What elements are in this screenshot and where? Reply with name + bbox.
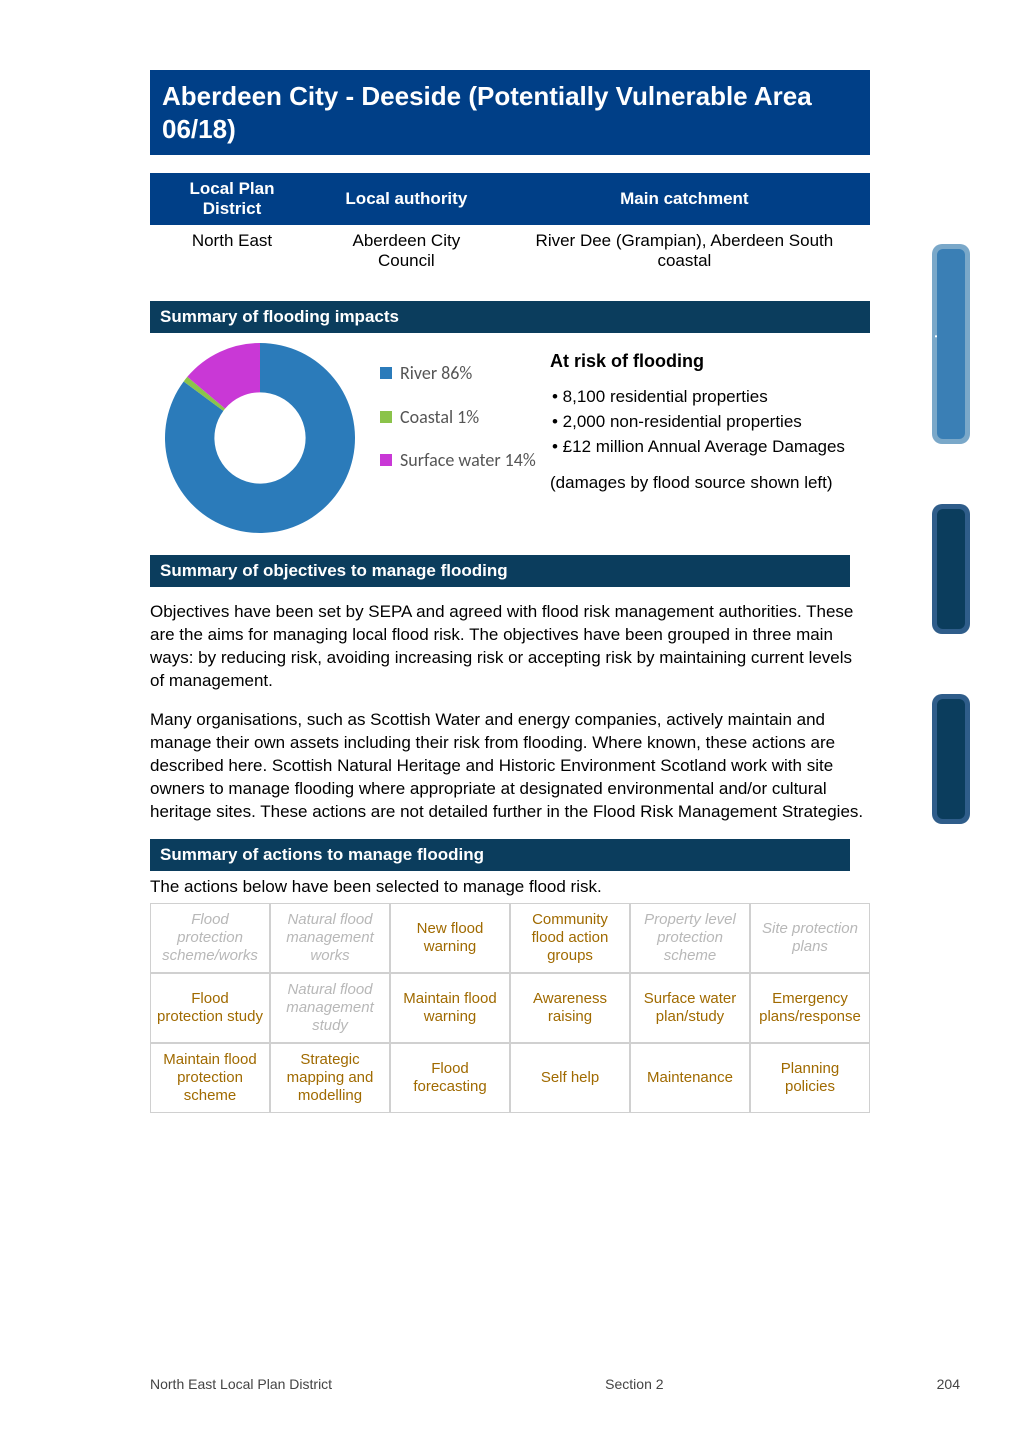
action-cell: Flood protection scheme/works <box>150 903 270 973</box>
donut-chart <box>150 343 370 533</box>
action-cell: Maintain flood warning <box>390 973 510 1043</box>
risk-list: • 8,100 residential properties• 2,000 no… <box>550 386 850 459</box>
action-cell: Natural flood management study <box>270 973 390 1043</box>
action-cell: Flood protection study <box>150 973 270 1043</box>
legend-swatch <box>380 367 392 379</box>
tab-summary-impacts[interactable]: Summary of flooding impacts <box>932 244 970 444</box>
action-cell: Maintain flood protection scheme <box>150 1043 270 1113</box>
risk-item: • 8,100 residential properties <box>550 386 850 409</box>
page-title: Aberdeen City - Deeside (Potentially Vul… <box>150 70 870 155</box>
objectives-para1: Objectives have been set by SEPA and agr… <box>150 601 870 693</box>
action-cell: Natural flood management works <box>270 903 390 973</box>
td-lpd: North East <box>150 225 314 277</box>
action-cell: Site protection plans <box>750 903 870 973</box>
risk-item: • 2,000 non-residential properties <box>550 411 850 434</box>
legend-swatch <box>380 411 392 423</box>
footer-center: Section 2 <box>605 1376 663 1392</box>
th-lpd: Local Plan District <box>150 173 314 225</box>
risk-item: • £12 million Annual Average Damages <box>550 436 850 459</box>
tab-objectives[interactable]: Objectives <box>932 504 970 634</box>
tab-actions[interactable]: Actions <box>932 694 970 824</box>
legend-swatch <box>380 454 392 466</box>
table-row: Flood protection studyNatural flood mana… <box>150 973 870 1043</box>
risk-heading: At risk of flooding <box>550 351 850 372</box>
objectives-para2: Many organisations, such as Scottish Wat… <box>150 709 870 824</box>
footer-right: 204 <box>937 1376 960 1392</box>
legend-label: River 86% <box>400 363 472 385</box>
risk-note: (damages by flood source shown left) <box>550 473 850 493</box>
action-cell: Property level protection scheme <box>630 903 750 973</box>
table-row: North East Aberdeen City Council River D… <box>150 225 870 277</box>
td-mc: River Dee (Grampian), Aberdeen South coa… <box>499 225 870 277</box>
action-cell: New flood warning <box>390 903 510 973</box>
chart-legend: River 86% Coastal 1% Surface water 14% <box>380 343 540 533</box>
action-cell: Strategic mapping and modelling <box>270 1043 390 1113</box>
action-cell: Flood forecasting <box>390 1043 510 1113</box>
objectives-text: Objectives have been set by SEPA and agr… <box>150 601 870 823</box>
action-cell: Planning policies <box>750 1043 870 1113</box>
page-footer: North East Local Plan District Section 2… <box>150 1376 960 1392</box>
legend-label: Coastal 1% <box>400 407 479 429</box>
tab-label: Summary of flooding impacts <box>935 260 967 428</box>
th-mc: Main catchment <box>499 173 870 225</box>
table-row: Flood protection scheme/worksNatural flo… <box>150 903 870 973</box>
td-la: Aberdeen City Council <box>314 225 499 277</box>
actions-heading: Summary of actions to manage flooding <box>150 839 850 871</box>
th-la: Local authority <box>314 173 499 225</box>
legend-label: Surface water 14% <box>400 450 536 472</box>
impacts-heading: Summary of flooding impacts <box>150 301 870 333</box>
action-cell: Surface water plan/study <box>630 973 750 1043</box>
action-cell: Self help <box>510 1043 630 1113</box>
objectives-heading: Summary of objectives to manage flooding <box>150 555 850 587</box>
action-cell: Maintenance <box>630 1043 750 1113</box>
footer-left: North East Local Plan District <box>150 1376 332 1392</box>
actions-grid: Flood protection scheme/worksNatural flo… <box>150 903 870 1113</box>
table-row: Maintain flood protection schemeStrategi… <box>150 1043 870 1113</box>
action-cell: Awareness raising <box>510 973 630 1043</box>
action-cell: Emergency plans/response <box>750 973 870 1043</box>
legend-item: Surface water 14% <box>380 450 540 472</box>
action-cell: Community flood action groups <box>510 903 630 973</box>
legend-item: Coastal 1% <box>380 407 540 429</box>
actions-intro: The actions below have been selected to … <box>150 877 820 897</box>
tab-label: Actions <box>943 733 959 784</box>
legend-item: River 86% <box>380 363 540 385</box>
tab-label: Objectives <box>943 534 959 605</box>
info-table: Local Plan District Local authority Main… <box>150 173 870 277</box>
